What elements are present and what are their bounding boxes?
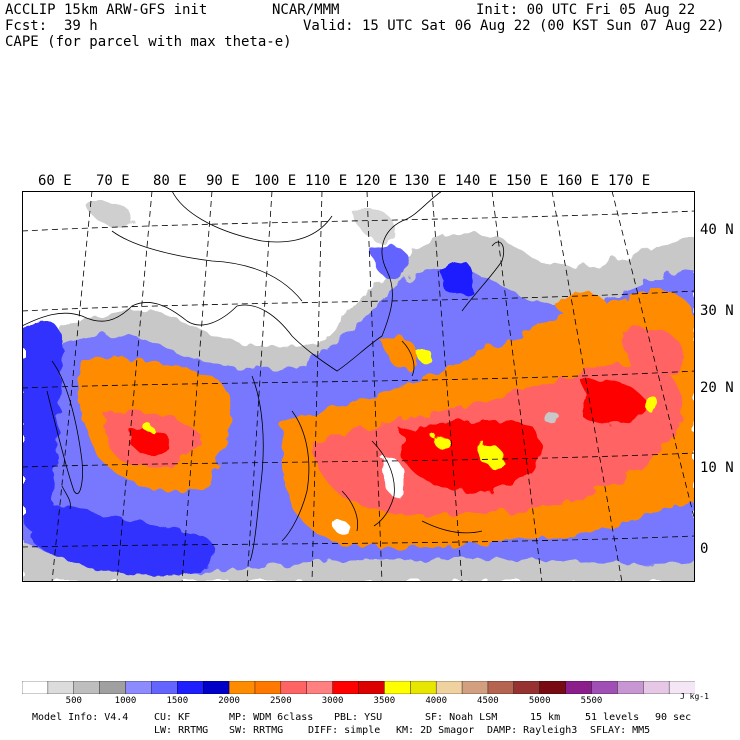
mp-info: MP: WDM 6class: [229, 712, 314, 723]
colorbar-swatch: [228, 681, 256, 694]
colorbar-label: 3000: [321, 696, 344, 706]
colorbar-swatch: [513, 681, 541, 694]
lon-label: 80 E: [153, 173, 187, 189]
cape-shading: [22, 200, 695, 582]
lon-label: 100 E: [254, 173, 297, 189]
colorbar-swatch: [643, 681, 670, 694]
colorbar-swatch: [73, 681, 101, 694]
diff-info: DIFF: simple: [308, 725, 381, 736]
colorbar-label: 4500: [477, 696, 499, 706]
lon-label: 70 E: [96, 173, 130, 189]
colorbar-swatch: [358, 681, 385, 694]
colorbar-swatch: [539, 681, 567, 694]
levels-info: 51 levels: [585, 712, 640, 723]
colorbar-swatch: [332, 681, 359, 694]
colorbar-swatch: [668, 681, 695, 694]
colorbar-swatch: [435, 681, 463, 694]
init-time: Init: 00 UTC Fri 05 Aug 22: [476, 2, 696, 18]
colorbar-label: 5500: [580, 696, 603, 706]
colorbar-label: 2500: [269, 696, 292, 706]
coastlines: [22, 191, 505, 562]
lw-info: LW: RRTMG: [154, 725, 209, 736]
colorbar-swatch: [617, 681, 644, 694]
pbl-info: PBL: YSU: [334, 712, 383, 723]
lon-label: 60 E: [38, 173, 72, 189]
lon-label: 160 E: [557, 173, 600, 189]
cape-map: [22, 191, 695, 582]
lon-label: 150 E: [506, 173, 549, 189]
colorbar-swatch: [461, 681, 489, 694]
lon-label: 140 E: [455, 173, 498, 189]
colorbar-swatch: [254, 681, 282, 694]
lat-label: 10 N: [700, 460, 734, 476]
colorbar-label: 2000: [218, 696, 240, 706]
colorbar-swatch: [99, 681, 127, 694]
field-name: CAPE (for parcel with max theta-e): [5, 34, 292, 50]
lon-label: 170 E: [608, 173, 651, 189]
valid-time: Valid: 15 UTC Sat 06 Aug 22 (00 KST Sun …: [303, 18, 725, 34]
colorbar-label: 5000: [528, 696, 551, 706]
model-title: ACCLIP 15km ARW-GFS init: [5, 2, 208, 18]
colorbar-swatch: [384, 681, 411, 694]
colorbar-swatch: [47, 681, 75, 694]
lat-label: 30 N: [700, 303, 734, 319]
colorbar-swatch: [306, 681, 334, 694]
sf-info: SF: Noah LSM: [425, 712, 498, 723]
sflay-info: SFLAY: MM5: [590, 725, 651, 736]
colorbar-label: 500: [65, 696, 82, 706]
colorbar-label: 3500: [373, 696, 396, 706]
colorbar-label: 4000: [425, 696, 448, 706]
lon-label: 90 E: [206, 173, 240, 189]
map-frame: [22, 191, 695, 582]
colorbar-swatch: [565, 681, 592, 694]
cu-info: CU: KF: [154, 712, 191, 723]
org-label: NCAR/MMM: [272, 2, 340, 18]
lat-label: 40 N: [700, 222, 734, 238]
graticule: [22, 191, 695, 582]
damp-info: DAMP: Rayleigh3: [487, 725, 578, 736]
colorbar-label: 1500: [166, 696, 189, 706]
colorbar-swatch: [177, 681, 204, 694]
colorbar-swatch: [22, 681, 49, 694]
colorbar-swatch: [487, 681, 515, 694]
colorbar-unit: J kg-1: [680, 692, 709, 701]
colorbar-swatch: [125, 681, 152, 694]
lon-label: 120 E: [355, 173, 398, 189]
lon-label: 110 E: [305, 173, 348, 189]
colorbar: [22, 681, 695, 694]
colorbar-swatch: [410, 681, 437, 694]
model-info: Model Info: V4.4: [32, 712, 129, 723]
colorbar-swatch: [202, 681, 230, 694]
resolution-info: 15 km: [530, 712, 561, 723]
fcst-label: Fcst:: [5, 18, 48, 34]
lat-label: 20 N: [700, 380, 734, 396]
sw-info: SW: RRTMG: [229, 725, 284, 736]
lon-label: 130 E: [404, 173, 447, 189]
colorbar-swatch: [591, 681, 618, 694]
colorbar-label: 1000: [114, 696, 137, 706]
fcst-value: 39 h: [64, 18, 98, 34]
colorbar-swatch: [280, 681, 308, 694]
lat-label: 0: [700, 541, 709, 557]
timestep-info: 90 sec: [655, 712, 692, 723]
colorbar-swatch: [151, 681, 178, 694]
km-info: KM: 2D Smagor: [396, 725, 475, 736]
